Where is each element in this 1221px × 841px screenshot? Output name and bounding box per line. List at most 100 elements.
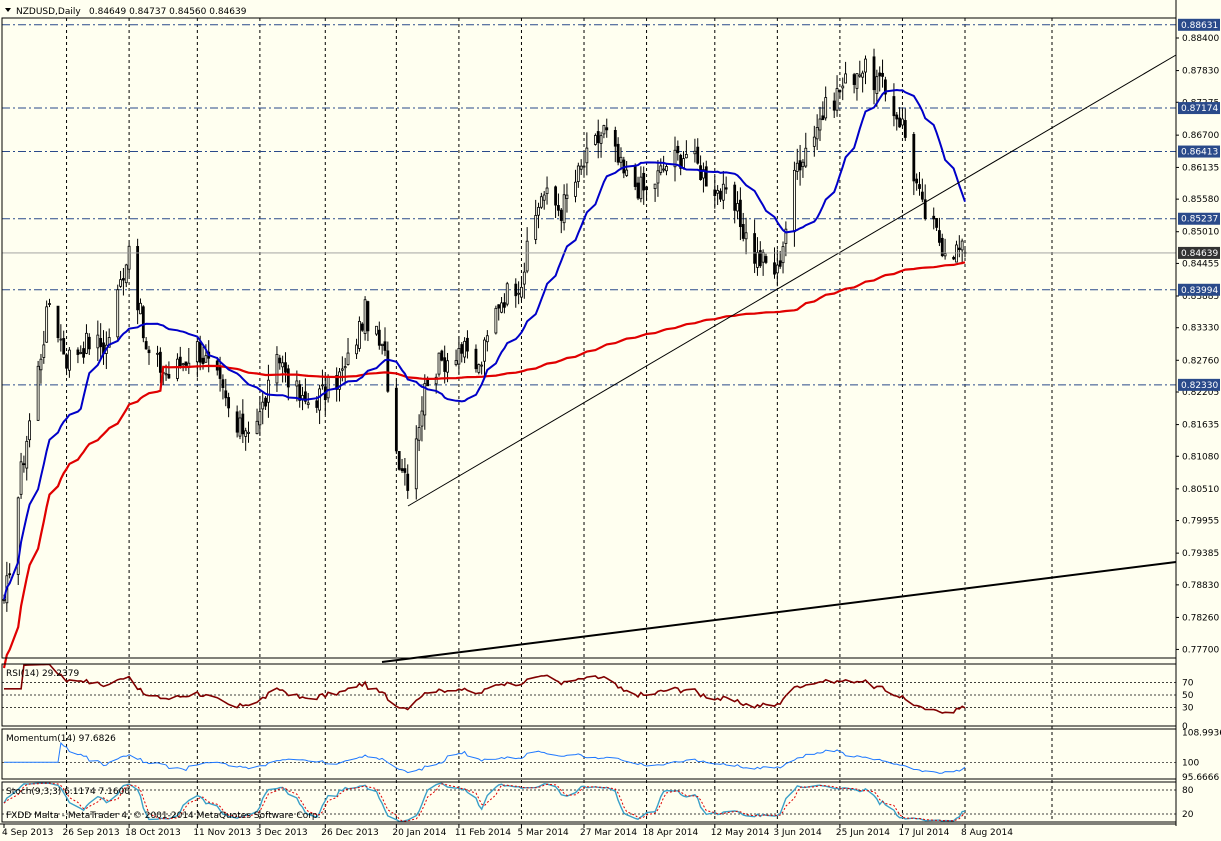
- candle-body: [298, 384, 302, 401]
- trendline-support: [407, 54, 1177, 507]
- candle-body: [844, 73, 847, 84]
- level-label: 0.82330: [1181, 381, 1218, 391]
- candle-body: [883, 79, 887, 95]
- price-tick-label: 0.80510: [1182, 485, 1219, 495]
- candle-body: [557, 205, 560, 211]
- candle-body: [241, 413, 245, 435]
- fast-moving-average-line: [3, 88, 966, 600]
- candle-body: [542, 194, 546, 201]
- candle-body: [360, 323, 364, 331]
- candle-body: [662, 168, 666, 171]
- level-label: 0.86413: [1181, 148, 1218, 158]
- candle-body: [59, 338, 63, 341]
- candle-body: [144, 341, 148, 350]
- candle-body: [835, 88, 839, 111]
- candle-body: [22, 463, 26, 466]
- candle-body: [682, 158, 685, 168]
- candle-body: [733, 184, 737, 211]
- momentum-tick-label: 108.9936: [1182, 728, 1221, 738]
- rsi-line: [4, 663, 966, 714]
- candle-body: [286, 368, 290, 388]
- candle-body: [463, 340, 466, 358]
- candle-body: [176, 358, 179, 379]
- momentum-panel[interactable]: [2, 741, 1176, 774]
- collapse-triangle-icon[interactable]: [5, 8, 11, 12]
- price-tick-label: 0.88400: [1182, 34, 1219, 44]
- candle-body: [483, 339, 486, 362]
- candle-body: [338, 371, 341, 390]
- candle-body: [96, 334, 100, 349]
- candle-body: [326, 376, 330, 399]
- candle-body: [545, 187, 549, 195]
- candle-body: [178, 356, 182, 367]
- candle-body: [2, 599, 6, 601]
- candle-body: [306, 402, 310, 405]
- price-tick-label: 0.82760: [1182, 356, 1219, 366]
- candle-body: [855, 73, 859, 89]
- candle-body: [264, 397, 267, 407]
- candle-body: [321, 384, 324, 387]
- candle-body: [716, 190, 720, 194]
- candle-body: [420, 410, 424, 427]
- candle-body: [386, 350, 390, 392]
- candle-body: [764, 256, 768, 263]
- x-tick-label: 8 Aug 2014: [961, 828, 1013, 838]
- candle-body: [383, 341, 387, 351]
- candle-body: [801, 161, 805, 168]
- candle-body: [841, 85, 845, 89]
- candle-body: [559, 209, 563, 221]
- candle-body: [25, 440, 29, 469]
- candle-body: [872, 56, 876, 91]
- candle-body: [539, 196, 543, 208]
- candle-body: [318, 388, 321, 411]
- price-tick-label: 0.85010: [1182, 228, 1219, 238]
- candle-body: [537, 206, 540, 216]
- x-tick-label: 18 Oct 2013: [125, 828, 181, 838]
- candle-body: [574, 181, 577, 197]
- candle-body: [858, 74, 862, 77]
- candle-body: [204, 355, 208, 363]
- candle-body: [403, 468, 407, 473]
- candle-body: [39, 358, 43, 371]
- candle-body: [898, 117, 902, 128]
- candle-body: [781, 246, 785, 264]
- candle-body: [815, 127, 819, 140]
- candle-body: [938, 230, 941, 243]
- x-tick-label: 26 Dec 2013: [321, 828, 379, 838]
- momentum-tick-label: 95.6666: [1182, 773, 1219, 783]
- stoch-title: Stoch(9,3,3) 6.1174 7.1600: [6, 787, 130, 797]
- level-label: 0.87174: [1181, 104, 1218, 114]
- candle-body: [582, 165, 586, 168]
- candle-body: [357, 320, 361, 349]
- candle-body: [838, 89, 842, 93]
- candle-body: [267, 379, 270, 403]
- candle-body: [227, 397, 231, 409]
- last-price-label: 0.84639: [1181, 249, 1218, 259]
- price-tick-label: 0.83330: [1182, 324, 1219, 334]
- x-tick-label: 17 Jul 2014: [898, 828, 949, 838]
- candle-body: [107, 337, 111, 348]
- candle-body: [79, 352, 83, 354]
- rsi-panel[interactable]: [2, 663, 1176, 714]
- candle-body: [517, 292, 521, 295]
- last-price-box: [1178, 246, 1220, 259]
- stochastic-panel[interactable]: [2, 782, 1176, 823]
- candle-body: [62, 338, 66, 355]
- candle-body: [141, 306, 145, 339]
- momentum-line: [4, 741, 966, 774]
- candle-body: [460, 344, 464, 354]
- candle-body: [952, 256, 956, 260]
- candle-body: [940, 237, 944, 257]
- candle-body: [19, 461, 23, 495]
- candle-body: [721, 183, 725, 201]
- candle-body: [696, 146, 700, 164]
- candle-body: [65, 354, 68, 369]
- candle-body: [576, 165, 580, 182]
- price-panel[interactable]: [2, 24, 1177, 669]
- price-tick-label: 0.87830: [1182, 67, 1219, 77]
- candle-body: [167, 374, 171, 379]
- candle-body: [639, 176, 643, 200]
- price-tick-label: 0.78260: [1182, 613, 1219, 623]
- candle-body: [28, 420, 31, 441]
